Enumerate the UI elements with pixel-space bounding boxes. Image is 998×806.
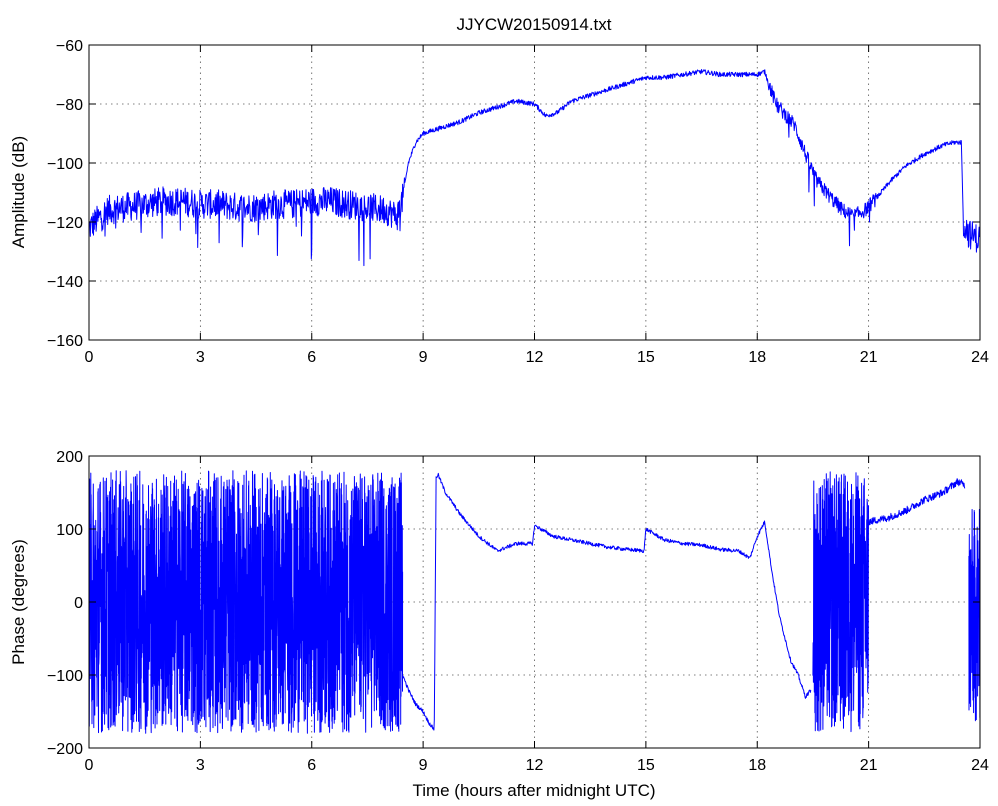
phase-xtick-label: 18 [748, 757, 766, 774]
figure-title: JJYCW20150914.txt [457, 15, 612, 34]
phase-xtick-label: 9 [419, 757, 428, 774]
phase-noise-bands [88, 470, 981, 734]
amplitude-ytick-label: −160 [47, 333, 83, 350]
amplitude-ytick-label: −80 [56, 97, 83, 114]
phase-plot: 0 3 6 9 12 15 18 21 24 −200 −100 0 100 200 Phase (de… [9, 449, 989, 774]
amplitude-xtick-label: 24 [971, 349, 989, 366]
amplitude-xtick-label: 18 [748, 349, 766, 366]
amplitude-xtick-label: 12 [526, 349, 544, 366]
phase-noise-band [812, 471, 869, 733]
phase-y-ticks: −200 −100 0 100 200 [47, 449, 980, 758]
phase-trace [402, 472, 812, 731]
amplitude-ytick-label: −120 [47, 215, 83, 232]
phase-ytick-label: 200 [56, 449, 83, 466]
amplitude-ytick-label: −100 [47, 156, 83, 173]
phase-xtick-label: 15 [637, 757, 655, 774]
phase-xtick-label: 0 [85, 757, 94, 774]
phase-xtick-label: 21 [860, 757, 878, 774]
phase-xtick-label: 24 [971, 757, 989, 774]
amplitude-xtick-label: 0 [85, 349, 94, 366]
amplitude-trace [88, 69, 981, 267]
phase-ytick-label: −200 [47, 741, 83, 758]
amplitude-xtick-label: 9 [419, 349, 428, 366]
phase-x-ticks: 0 3 6 9 12 15 18 21 24 [85, 456, 989, 774]
phase-xtick-label: 6 [307, 757, 316, 774]
phase-noise-band [88, 470, 404, 734]
amplitude-xtick-label: 21 [860, 349, 878, 366]
amplitude-xtick-label: 3 [196, 349, 205, 366]
amplitude-ylabel: Amplitude (dB) [9, 136, 28, 248]
phase-ytick-label: 100 [56, 522, 83, 539]
amplitude-plot: 0 3 6 9 12 15 18 21 24 −160 −140 −120 −100 −80 −60 Am… [9, 38, 989, 366]
amplitude-xtick-label: 6 [307, 349, 316, 366]
amplitude-ytick-label: −60 [56, 38, 83, 55]
phase-ytick-label: −100 [47, 668, 83, 685]
phase-xtick-label: 3 [196, 757, 205, 774]
amplitude-x-ticks: 0 3 6 9 12 15 18 21 24 [85, 45, 989, 366]
phase-noise-band [968, 509, 981, 722]
phase-ytick-label: 0 [74, 595, 83, 612]
amplitude-y-ticks: −160 −140 −120 −100 −80 −60 [47, 38, 980, 350]
amplitude-ytick-label: −140 [47, 274, 83, 291]
x-axis-label: Time (hours after midnight UTC) [412, 781, 655, 800]
phase-tail-trace [868, 478, 966, 526]
phase-ylabel: Phase (degrees) [9, 539, 28, 665]
amplitude-xtick-label: 15 [637, 349, 655, 366]
phase-xtick-label: 12 [526, 757, 544, 774]
amplitude-grid [89, 45, 980, 340]
